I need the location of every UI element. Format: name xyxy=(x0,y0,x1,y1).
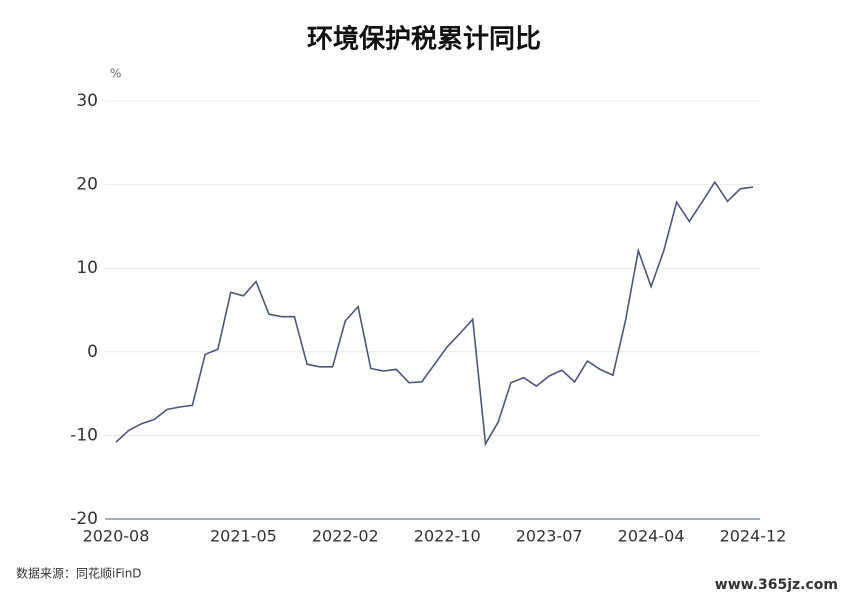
x-tick-label: 2022-10 xyxy=(414,527,481,546)
x-tick-label: 2023-07 xyxy=(516,527,583,546)
data-line xyxy=(115,180,754,447)
x-tick-label: 2024-04 xyxy=(618,527,685,546)
x-tick-label: 2020-08 xyxy=(83,527,150,546)
x-tick-label: 2024-12 xyxy=(720,527,787,546)
x-tick-label: 2022-02 xyxy=(312,527,379,546)
y-tick-label: 0 xyxy=(87,342,98,362)
watermark: www.365jz.com xyxy=(715,577,838,593)
x-tick-label: 2021-05 xyxy=(210,527,277,546)
y-tick-label: 30 xyxy=(76,91,98,111)
y-tick-label: 10 xyxy=(76,258,98,278)
chart-title: 环境保护税累计同比 xyxy=(307,24,541,55)
y-tick-label: -10 xyxy=(70,425,98,445)
source-note: 数据来源：同花顺iFinD xyxy=(16,566,142,581)
y-tick-label: 20 xyxy=(76,175,98,195)
y-unit: % xyxy=(110,67,121,81)
y-tick-label: -20 xyxy=(70,509,98,529)
